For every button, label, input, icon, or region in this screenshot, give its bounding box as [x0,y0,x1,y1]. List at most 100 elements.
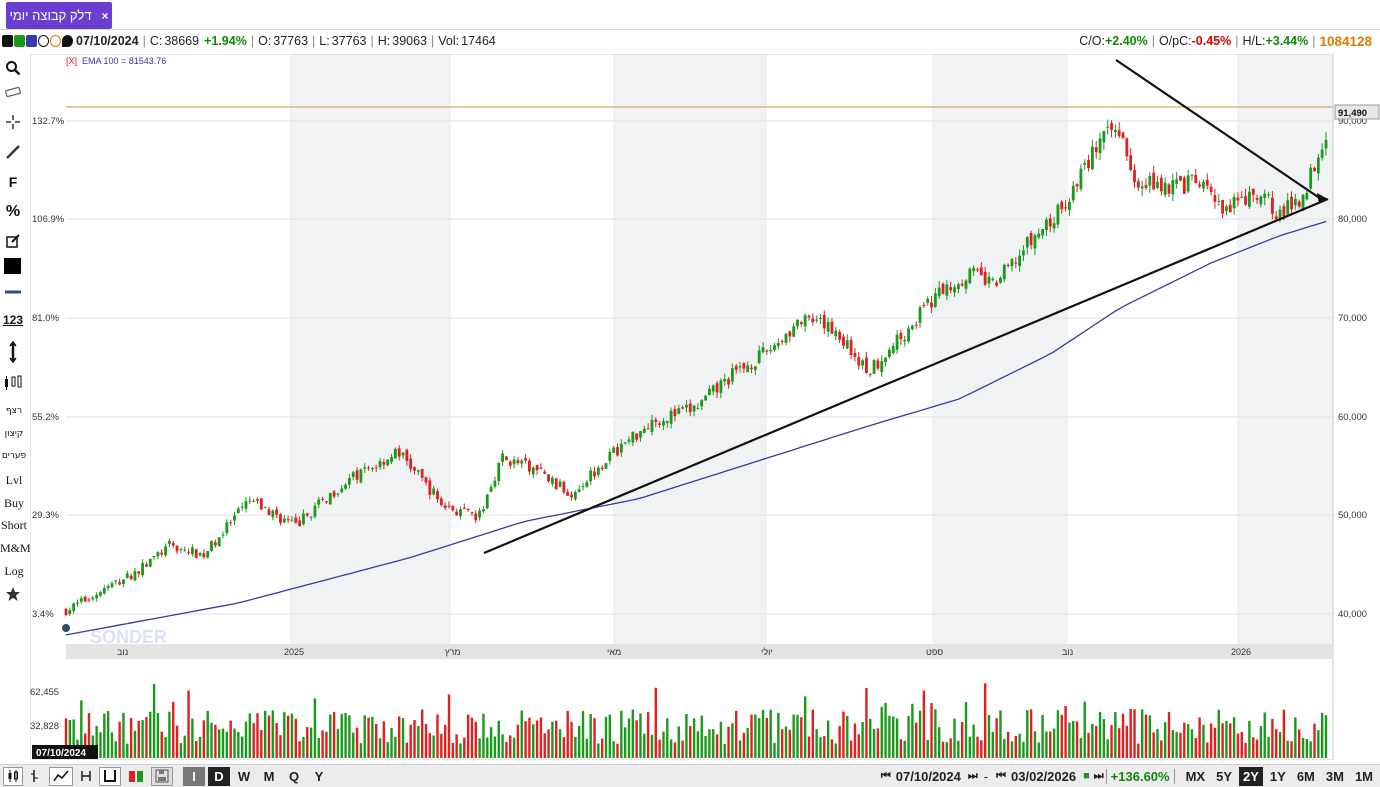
resistance-trendline[interactable] [1115,59,1325,202]
close-icon[interactable]: × [101,8,109,23]
ema-toggle[interactable]: [X] [66,56,77,66]
interval-quarterly-button[interactable]: Q [288,768,300,784]
candle [623,442,627,444]
volume-bar [424,724,428,758]
from-last-icon[interactable]: ⏭︎ [967,769,978,782]
chart-type-icon[interactable] [14,35,25,47]
candle [926,298,930,303]
edit-icon[interactable] [0,229,26,253]
volume-bar [662,731,665,758]
volume-bar [1014,735,1017,758]
interval-intraday-button[interactable]: I [183,766,205,786]
color-bars-icon[interactable] [124,767,148,786]
volume-bar [447,694,451,758]
range-1m-button[interactable]: 1M [1354,768,1373,784]
buy-button[interactable]: Buy [3,496,24,510]
eraser-icon[interactable] [0,80,26,104]
volume-bar [436,714,439,758]
number-icon[interactable]: 123 [2,313,24,327]
ratio-info: C/O: +2.40% | O/pC: -0.45% | H/L: +3.44%… [1079,33,1372,49]
volume-bar [754,714,757,758]
area-style-icon[interactable] [99,766,121,786]
candle [803,315,807,327]
candle [1240,196,1244,198]
volume-bar [275,722,278,758]
volume-bar [409,724,412,758]
trendline-icon[interactable] [0,140,26,164]
price-chart[interactable]: [X] EMA 100 = 81543.76 132.7% 106.9% 81.0%… [29,53,1380,761]
to-last-icon[interactable]: ⏭︎ [1093,769,1104,782]
interval-weekly-button[interactable]: W [237,768,251,784]
candle [1194,174,1198,184]
to-date[interactable]: 03/02/2026 [1011,768,1077,784]
crosshair-icon[interactable] [0,110,26,134]
volume-bar [995,718,998,758]
volume-bar [394,736,397,758]
volume-bar [930,703,933,758]
lock-icon[interactable]: ■ [1083,770,1090,782]
chart-area[interactable]: [X] EMA 100 = 81543.76 132.7% 106.9% 81.0%… [29,53,1380,761]
candle [294,517,298,523]
fibonacci-icon[interactable]: F [8,174,18,190]
candle [1090,146,1094,170]
volume-bar [263,710,267,758]
percent-icon[interactable]: % [5,203,21,220]
candle [1014,262,1018,264]
volume-bar [1217,709,1220,758]
candle [152,555,156,557]
star-icon[interactable] [0,582,26,606]
pct-axis-label: 29.3% [32,510,59,521]
line-style-icon[interactable] [49,766,73,786]
candle [1045,219,1048,231]
chat-icon[interactable] [62,35,73,47]
extreme-button[interactable]: קיצון [4,429,24,439]
hl-style-icon[interactable] [76,767,96,786]
range-mx-button[interactable]: MX [1185,768,1206,784]
mm-button[interactable]: M&M [0,541,31,555]
range-1y-button[interactable]: 1Y [1269,768,1286,784]
candle [872,359,876,374]
interval-yearly-button[interactable]: Y [314,768,324,784]
candle-style-icon[interactable] [3,766,23,786]
from-first-icon[interactable]: ⏮︎ [880,769,891,782]
sequence-button[interactable]: רצף [5,406,23,416]
range-2y-button[interactable]: 2Y [1239,766,1263,786]
candle [1259,196,1263,205]
range-5y-button[interactable]: 5Y [1216,768,1232,784]
candle [363,467,367,469]
search-icon[interactable] [0,56,26,80]
candle [593,471,596,477]
high-value: 39063 [392,34,428,48]
lvl-button[interactable]: Lvl [5,473,23,487]
bookmark-icon[interactable] [26,35,37,47]
vertical-arrow-icon[interactable] [0,340,26,364]
volume-bar [375,724,378,758]
volume-bar [516,724,520,758]
log-button[interactable]: Log [4,564,24,578]
candle [880,361,884,373]
from-date[interactable]: 07/10/2024 [895,768,961,784]
bar-style-icon[interactable] [26,767,46,786]
interval-daily-button[interactable]: D [208,766,230,786]
chart-tab[interactable]: דלק קבוצה יומי × [6,2,112,29]
circle-icon[interactable] [50,35,61,47]
volume-bar [880,706,883,758]
support-trendline[interactable] [483,197,1329,555]
to-first-icon[interactable]: ⏮︎ [996,769,1006,782]
volume-bar [248,713,252,758]
draw-icon[interactable] [2,35,13,47]
registered-icon[interactable] [38,35,49,47]
color-picker-icon[interactable] [0,254,26,278]
gaps-button[interactable]: פערים [1,451,27,461]
volume-bar [895,718,899,758]
line-width-icon[interactable] [0,280,26,304]
range-3m-button[interactable]: 3M [1325,768,1344,784]
interval-monthly-button[interactable]: M [263,768,275,784]
candles-icon[interactable] [0,370,26,394]
short-button[interactable]: Short [0,518,27,532]
range-6m-button[interactable]: 6M [1296,768,1315,784]
volume-bar [953,718,956,758]
volume-bar [332,712,336,758]
candle [175,545,179,552]
save-icon[interactable] [151,766,173,786]
